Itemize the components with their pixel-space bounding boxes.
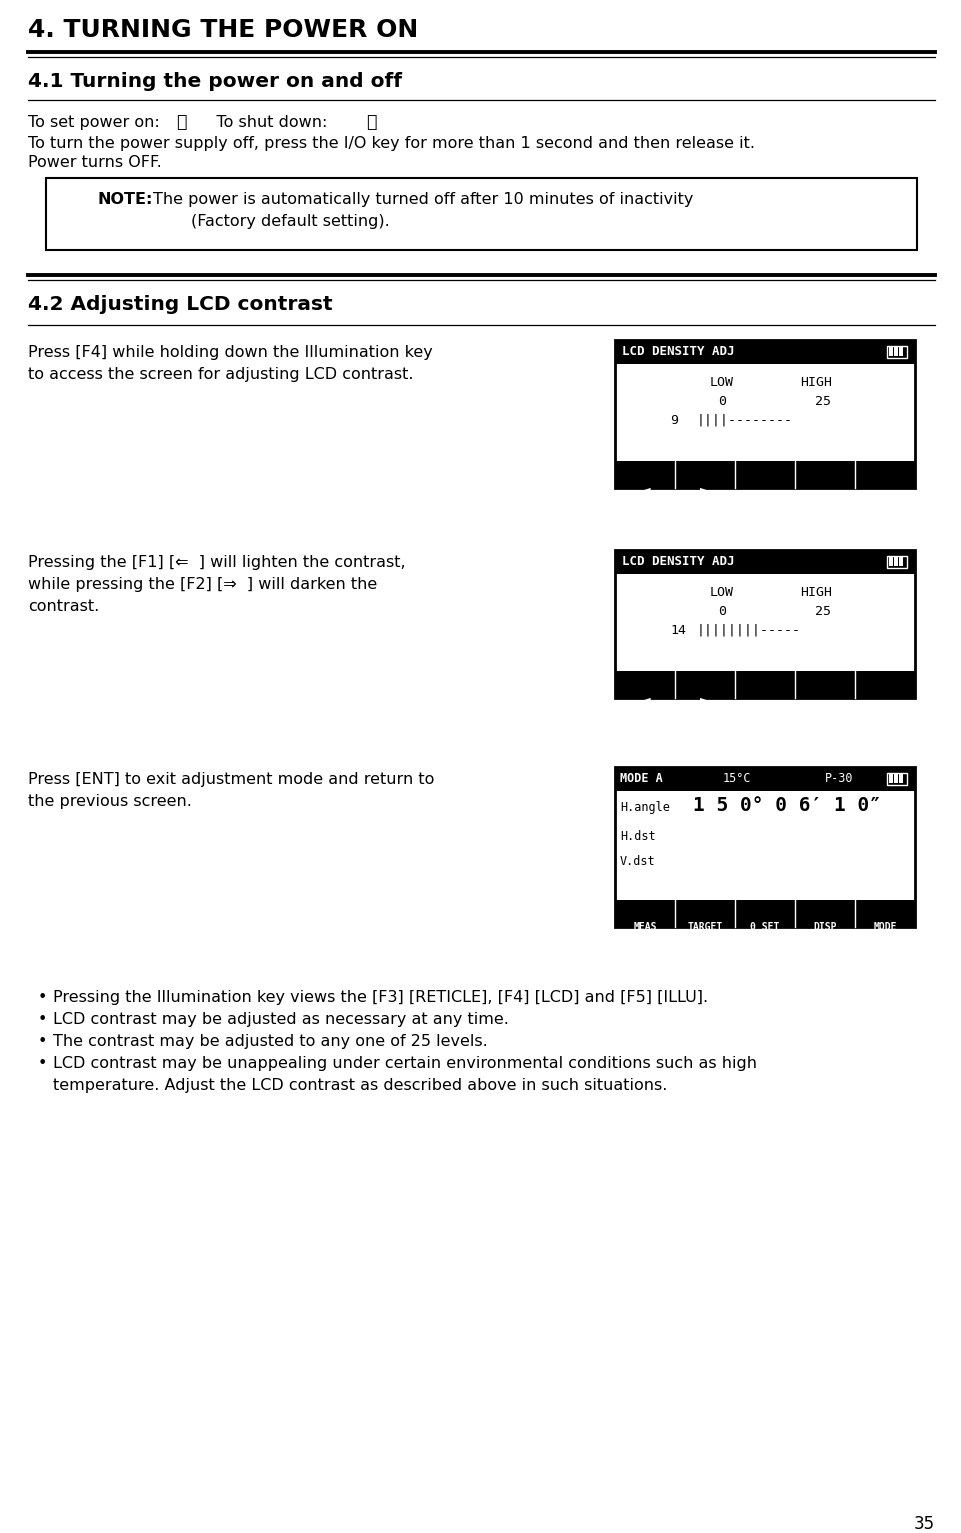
Text: to access the screen for adjusting LCD contrast.: to access the screen for adjusting LCD c…	[28, 366, 413, 382]
Text: LOW: LOW	[709, 376, 733, 389]
Text: 0: 0	[717, 396, 726, 408]
Bar	[886, 773, 906, 785]
Text: 15°C: 15°C	[723, 773, 751, 785]
Text: ►: ►	[699, 483, 709, 497]
Text: ⓘ: ⓘ	[365, 113, 376, 130]
Text: ||||--------: ||||--------	[697, 414, 792, 428]
Text: ◄: ◄	[639, 483, 650, 497]
Bar	[614, 766, 914, 927]
Text: 4.2 Adjusting LCD contrast: 4.2 Adjusting LCD contrast	[28, 294, 333, 314]
Text: •: •	[38, 990, 47, 1006]
Bar	[888, 556, 892, 566]
Bar	[893, 556, 897, 566]
Text: 4. TURNING THE POWER ON: 4. TURNING THE POWER ON	[28, 18, 418, 41]
Text: the previous screen.: the previous screen.	[28, 794, 191, 809]
Text: HIGH: HIGH	[800, 586, 831, 599]
Text: Pressing the [F1] [⇐  ] will lighten the contrast,: Pressing the [F1] [⇐ ] will lighten the …	[28, 555, 406, 570]
Text: (Factory default setting).: (Factory default setting).	[191, 215, 389, 228]
Bar	[614, 340, 914, 363]
Text: Power turns OFF.: Power turns OFF.	[28, 155, 161, 170]
Bar	[888, 346, 892, 356]
Text: LCD DENSITY ADJ: LCD DENSITY ADJ	[622, 555, 734, 569]
Text: temperature. Adjust the LCD contrast as described above in such situations.: temperature. Adjust the LCD contrast as …	[53, 1078, 667, 1093]
Text: 1 5 0° 0 6′ 1 0″: 1 5 0° 0 6′ 1 0″	[692, 796, 880, 816]
Text: LCD DENSITY ADJ: LCD DENSITY ADJ	[622, 345, 734, 359]
Text: Pressing the Illumination key views the [F3] [RETICLE], [F4] [LCD] and [F5] [ILL: Pressing the Illumination key views the …	[53, 990, 707, 1006]
Text: 0: 0	[717, 606, 726, 618]
Text: while pressing the [F2] [⇒  ] will darken the: while pressing the [F2] [⇒ ] will darken…	[28, 576, 377, 592]
Text: Press [F4] while holding down the Illumination key: Press [F4] while holding down the Illumi…	[28, 345, 432, 360]
Bar	[899, 773, 902, 783]
Text: V.dst: V.dst	[619, 855, 655, 868]
Text: 25: 25	[814, 396, 830, 408]
Text: 35: 35	[913, 1515, 934, 1533]
Text: ⓘ: ⓘ	[176, 113, 186, 130]
Text: MEAS: MEAS	[632, 921, 656, 932]
Text: MODE: MODE	[873, 921, 896, 932]
Bar	[614, 550, 914, 573]
Text: HIGH: HIGH	[800, 376, 831, 389]
Text: The contrast may be adjusted to any one of 25 levels.: The contrast may be adjusted to any one …	[53, 1033, 487, 1049]
Text: ||||||||-----: ||||||||-----	[697, 624, 801, 638]
Text: To turn the power supply off, press the I/O key for more than 1 second and then : To turn the power supply off, press the …	[28, 136, 754, 150]
Bar	[899, 346, 902, 356]
Text: TARGET: TARGET	[687, 921, 722, 932]
Bar	[614, 461, 914, 487]
Text: 14: 14	[669, 624, 685, 638]
Bar	[614, 671, 914, 698]
Text: 9: 9	[669, 414, 678, 428]
Text: LCD contrast may be unappealing under certain environmental conditions such as h: LCD contrast may be unappealing under ce…	[53, 1056, 756, 1072]
Text: •: •	[38, 1033, 47, 1049]
Text: H.angle: H.angle	[619, 802, 669, 814]
Text: H.dst: H.dst	[619, 829, 655, 843]
Text: To set power on:: To set power on:	[28, 115, 164, 130]
Text: Press [ENT] to exit adjustment mode and return to: Press [ENT] to exit adjustment mode and …	[28, 773, 434, 786]
Text: 0 SET: 0 SET	[750, 921, 778, 932]
Text: P-30: P-30	[825, 773, 852, 785]
Text: ►: ►	[699, 693, 709, 707]
Bar	[893, 773, 897, 783]
Bar	[886, 556, 906, 569]
Bar	[888, 773, 892, 783]
Bar	[46, 178, 916, 250]
Text: 4.1 Turning the power on and off: 4.1 Turning the power on and off	[28, 72, 402, 90]
Bar	[893, 346, 897, 356]
Text: MODE A: MODE A	[619, 773, 662, 785]
Bar	[899, 556, 902, 566]
Text: •: •	[38, 1056, 47, 1072]
Text: contrast.: contrast.	[28, 599, 99, 615]
Text: LCD contrast may be adjusted as necessary at any time.: LCD contrast may be adjusted as necessar…	[53, 1012, 508, 1027]
Text: •: •	[38, 1012, 47, 1027]
Bar	[614, 340, 914, 487]
Bar	[614, 550, 914, 698]
Text: NOTE:: NOTE:	[98, 192, 153, 207]
Text: 25: 25	[814, 606, 830, 618]
Text: The power is automatically turned off after 10 minutes of inactivity: The power is automatically turned off af…	[153, 192, 693, 207]
Text: DISP: DISP	[812, 921, 836, 932]
Bar	[614, 766, 914, 791]
Bar	[614, 900, 914, 927]
Text: To shut down:: To shut down:	[196, 115, 333, 130]
Bar	[886, 346, 906, 359]
Text: LOW: LOW	[709, 586, 733, 599]
Text: ◄: ◄	[639, 693, 650, 707]
